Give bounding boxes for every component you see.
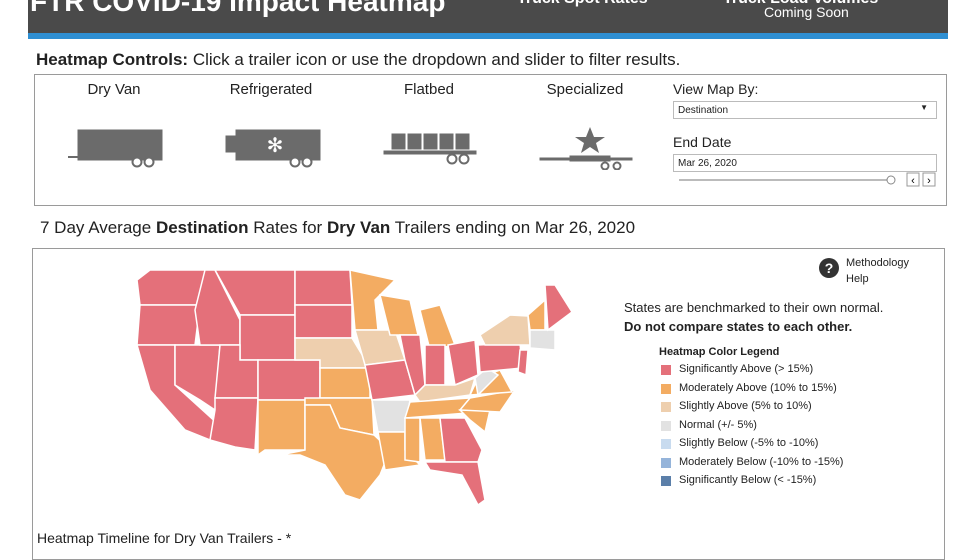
header-bar: FTR COVID-19 Impact Heatmap Truck Spot R…: [28, 0, 948, 33]
state[interactable]: [404, 417, 421, 463]
legend-label: Moderately Above (10% to 15%): [679, 381, 837, 394]
state[interactable]: [439, 417, 483, 463]
dry-van-icon[interactable]: [68, 129, 163, 168]
trailer-label[interactable]: Dry Van: [87, 81, 141, 98]
legend-label: Normal (+/- 5%): [679, 418, 757, 431]
help-text[interactable]: Methodology: [846, 257, 909, 269]
state[interactable]: [419, 304, 457, 351]
state[interactable]: [239, 314, 296, 361]
specialized-icon[interactable]: [539, 127, 633, 170]
state[interactable]: [424, 344, 446, 386]
state[interactable]: [294, 304, 353, 339]
state[interactable]: [378, 294, 419, 336]
legend-label: Significantly Below (< -15%): [679, 474, 817, 486]
state[interactable]: [319, 367, 371, 399]
legend-title: Heatmap Color Legend: [659, 346, 780, 358]
state[interactable]: [544, 284, 574, 332]
svg-text:›: ›: [927, 175, 931, 187]
state[interactable]: [136, 269, 206, 306]
controls-label: Heatmap Controls:: [36, 50, 189, 69]
trailer-icons: ✻: [68, 127, 633, 170]
state[interactable]: [423, 461, 486, 507]
refrigerated-icon[interactable]: ✻: [225, 129, 321, 168]
controls-instruction: Click a trailer icon or use the dropdown…: [192, 50, 681, 69]
heading-part: Dry Van: [326, 218, 391, 237]
view-dropdown[interactable]: Destination ▼: [673, 101, 937, 119]
map-heading: 7 Day Average Destination Rates for Dry …: [40, 218, 635, 238]
tab[interactable]: Truck Spot Rates: [517, 0, 648, 8]
dropdown-value: Destination: [678, 105, 729, 116]
state[interactable]: [279, 404, 391, 501]
heading-part: 7 Day Average: [40, 218, 152, 237]
state[interactable]: [477, 342, 523, 373]
state[interactable]: [527, 298, 546, 331]
svg-text:?: ?: [825, 260, 834, 276]
state[interactable]: [294, 269, 353, 306]
flatbed-icon[interactable]: [383, 133, 477, 165]
svg-text:‹: ‹: [911, 175, 915, 187]
tab-note: Coming Soon: [764, 4, 849, 20]
legend-swatch: [661, 383, 671, 394]
legend-swatch: [661, 439, 671, 449]
help-link[interactable]: Methodology Help: [846, 255, 909, 287]
app-title: FTR COVID-19 Impact Heatmap: [30, 0, 446, 17]
state[interactable]: [479, 314, 531, 346]
controls-caption: Heatmap Controls: Click a trailer icon o…: [36, 50, 680, 70]
date-label: End Date: [673, 134, 732, 150]
heading-part: Destination: [155, 218, 249, 237]
trailer-label[interactable]: Specialized: [546, 81, 624, 98]
trailer-label[interactable]: Refrigerated: [229, 81, 313, 98]
heading-part: Trailers ending on Mar 26, 2020: [394, 218, 636, 237]
legend-swatch: [661, 457, 671, 468]
state[interactable]: [257, 359, 321, 401]
header-stripe: [28, 33, 948, 39]
tab[interactable]: Truck Load Volumes: [723, 0, 878, 8]
legend-swatch: [661, 420, 671, 431]
view-label: View Map By:: [673, 81, 759, 97]
legend-label: Significantly Above (> 15%): [679, 363, 814, 375]
date-input[interactable]: Mar 26, 2020: [673, 154, 937, 172]
note-bold: Do not compare states to each other.: [624, 319, 853, 334]
help-icon[interactable]: ?: [818, 257, 842, 281]
state[interactable]: [257, 399, 306, 457]
legend-label: Slightly Above (5% to 10%): [679, 400, 812, 412]
svg-text:✻: ✻: [267, 135, 284, 157]
legend-swatch: [661, 365, 671, 375]
legend-label: Moderately Below (-10% to -15%): [679, 455, 844, 468]
legend-swatch: [661, 476, 671, 486]
timeline-title: Heatmap Timeline for Dry Van Trailers - …: [37, 530, 292, 546]
legend-swatch: [661, 402, 671, 412]
trailer-label[interactable]: Flatbed: [403, 81, 455, 98]
state[interactable]: [349, 269, 397, 331]
date-slider[interactable]: ‹ ›: [673, 172, 939, 188]
state[interactable]: [529, 329, 556, 351]
help-text[interactable]: Help: [846, 273, 869, 285]
controls-panel: [34, 74, 947, 206]
date-value: Mar 26, 2020: [678, 158, 737, 169]
state[interactable]: [209, 397, 259, 451]
state[interactable]: [136, 304, 201, 346]
note: States are benchmarked to their own norm…: [624, 300, 884, 315]
heading-part: Rates for: [253, 218, 323, 237]
legend-label: Slightly Below (-5% to -10%): [679, 437, 819, 449]
state[interactable]: [517, 349, 529, 377]
dropdown-arrow: ▼: [920, 103, 928, 112]
